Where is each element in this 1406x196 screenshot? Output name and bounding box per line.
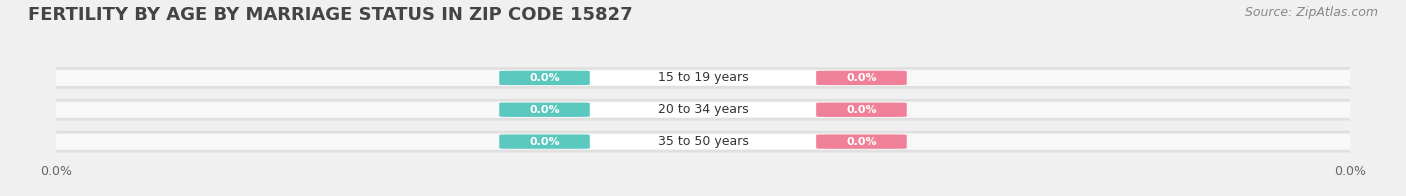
Text: 0.0%: 0.0% [846, 137, 877, 147]
FancyBboxPatch shape [44, 133, 1362, 150]
FancyBboxPatch shape [499, 71, 591, 85]
Text: 20 to 34 years: 20 to 34 years [658, 103, 748, 116]
Text: Source: ZipAtlas.com: Source: ZipAtlas.com [1244, 6, 1378, 19]
FancyBboxPatch shape [576, 71, 830, 85]
Text: 0.0%: 0.0% [529, 73, 560, 83]
Text: FERTILITY BY AGE BY MARRIAGE STATUS IN ZIP CODE 15827: FERTILITY BY AGE BY MARRIAGE STATUS IN Z… [28, 6, 633, 24]
Text: 0.0%: 0.0% [846, 105, 877, 115]
FancyBboxPatch shape [44, 70, 1362, 86]
FancyBboxPatch shape [817, 103, 907, 117]
FancyBboxPatch shape [817, 134, 907, 149]
FancyBboxPatch shape [31, 67, 1375, 89]
Text: 15 to 19 years: 15 to 19 years [658, 71, 748, 84]
FancyBboxPatch shape [31, 99, 1375, 121]
Text: 0.0%: 0.0% [529, 137, 560, 147]
FancyBboxPatch shape [44, 102, 1362, 118]
FancyBboxPatch shape [499, 134, 591, 149]
FancyBboxPatch shape [576, 103, 830, 117]
FancyBboxPatch shape [31, 131, 1375, 152]
FancyBboxPatch shape [499, 103, 591, 117]
Text: 0.0%: 0.0% [846, 73, 877, 83]
Text: 0.0%: 0.0% [529, 105, 560, 115]
Text: 35 to 50 years: 35 to 50 years [658, 135, 748, 148]
FancyBboxPatch shape [817, 71, 907, 85]
FancyBboxPatch shape [576, 134, 830, 149]
